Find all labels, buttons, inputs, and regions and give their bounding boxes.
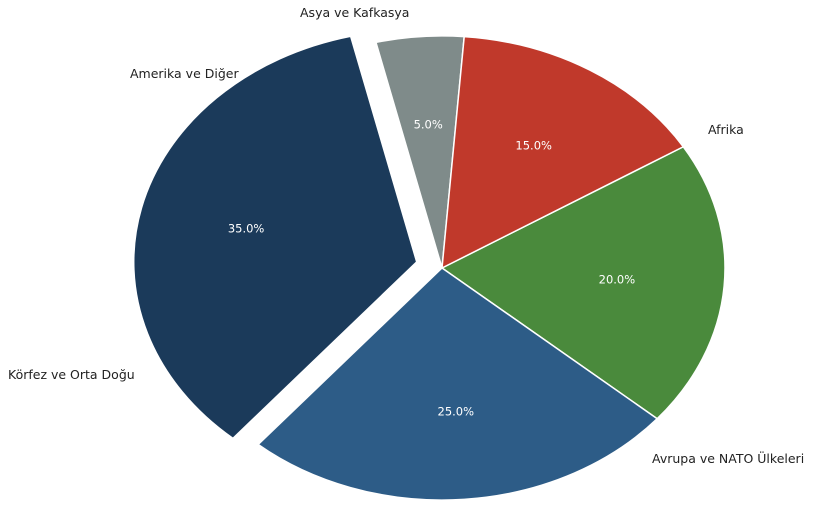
slice-percentage-label: 15.0%: [515, 138, 552, 152]
slice-percentage-label: 25.0%: [438, 404, 475, 418]
percentage-labels: 20.0% 25.0% 35.0% 5.0% 15.0%: [228, 118, 635, 419]
pie-slice-5: [441, 35, 685, 270]
slice-percentage-label: 35.0%: [228, 221, 265, 235]
slice-percentage-label: 5.0%: [414, 118, 443, 132]
slice-category-label: Avrupa ve NATO Ülkeleri: [652, 450, 804, 466]
slice-category-label: Asya ve Kafkasya: [300, 5, 409, 20]
pie-slices: [133, 35, 726, 501]
pie-slice-2: [257, 267, 659, 501]
pie-slice-3: [133, 35, 418, 440]
slice-percentage-label: 20.0%: [599, 272, 636, 286]
category-labels: Afrika Avrupa ve NATO Ülkeleri Körfez ve O…: [8, 5, 804, 466]
pie-slice-1: [440, 145, 726, 420]
slice-category-label: Amerika ve Diğer: [130, 66, 239, 81]
slice-category-label: Körfez ve Orta Doğu: [8, 367, 135, 382]
slice-category-label: Afrika: [708, 122, 744, 137]
